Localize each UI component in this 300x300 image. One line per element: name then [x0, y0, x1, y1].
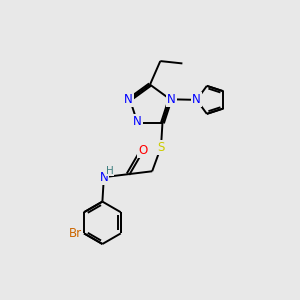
Text: S: S: [157, 141, 165, 154]
Text: N: N: [192, 93, 201, 106]
Text: H: H: [106, 166, 114, 176]
Text: N: N: [100, 171, 108, 184]
Text: N: N: [167, 93, 176, 106]
Text: N: N: [124, 93, 133, 106]
Text: N: N: [133, 115, 142, 128]
Text: Br: Br: [69, 227, 82, 240]
Text: O: O: [138, 144, 147, 157]
